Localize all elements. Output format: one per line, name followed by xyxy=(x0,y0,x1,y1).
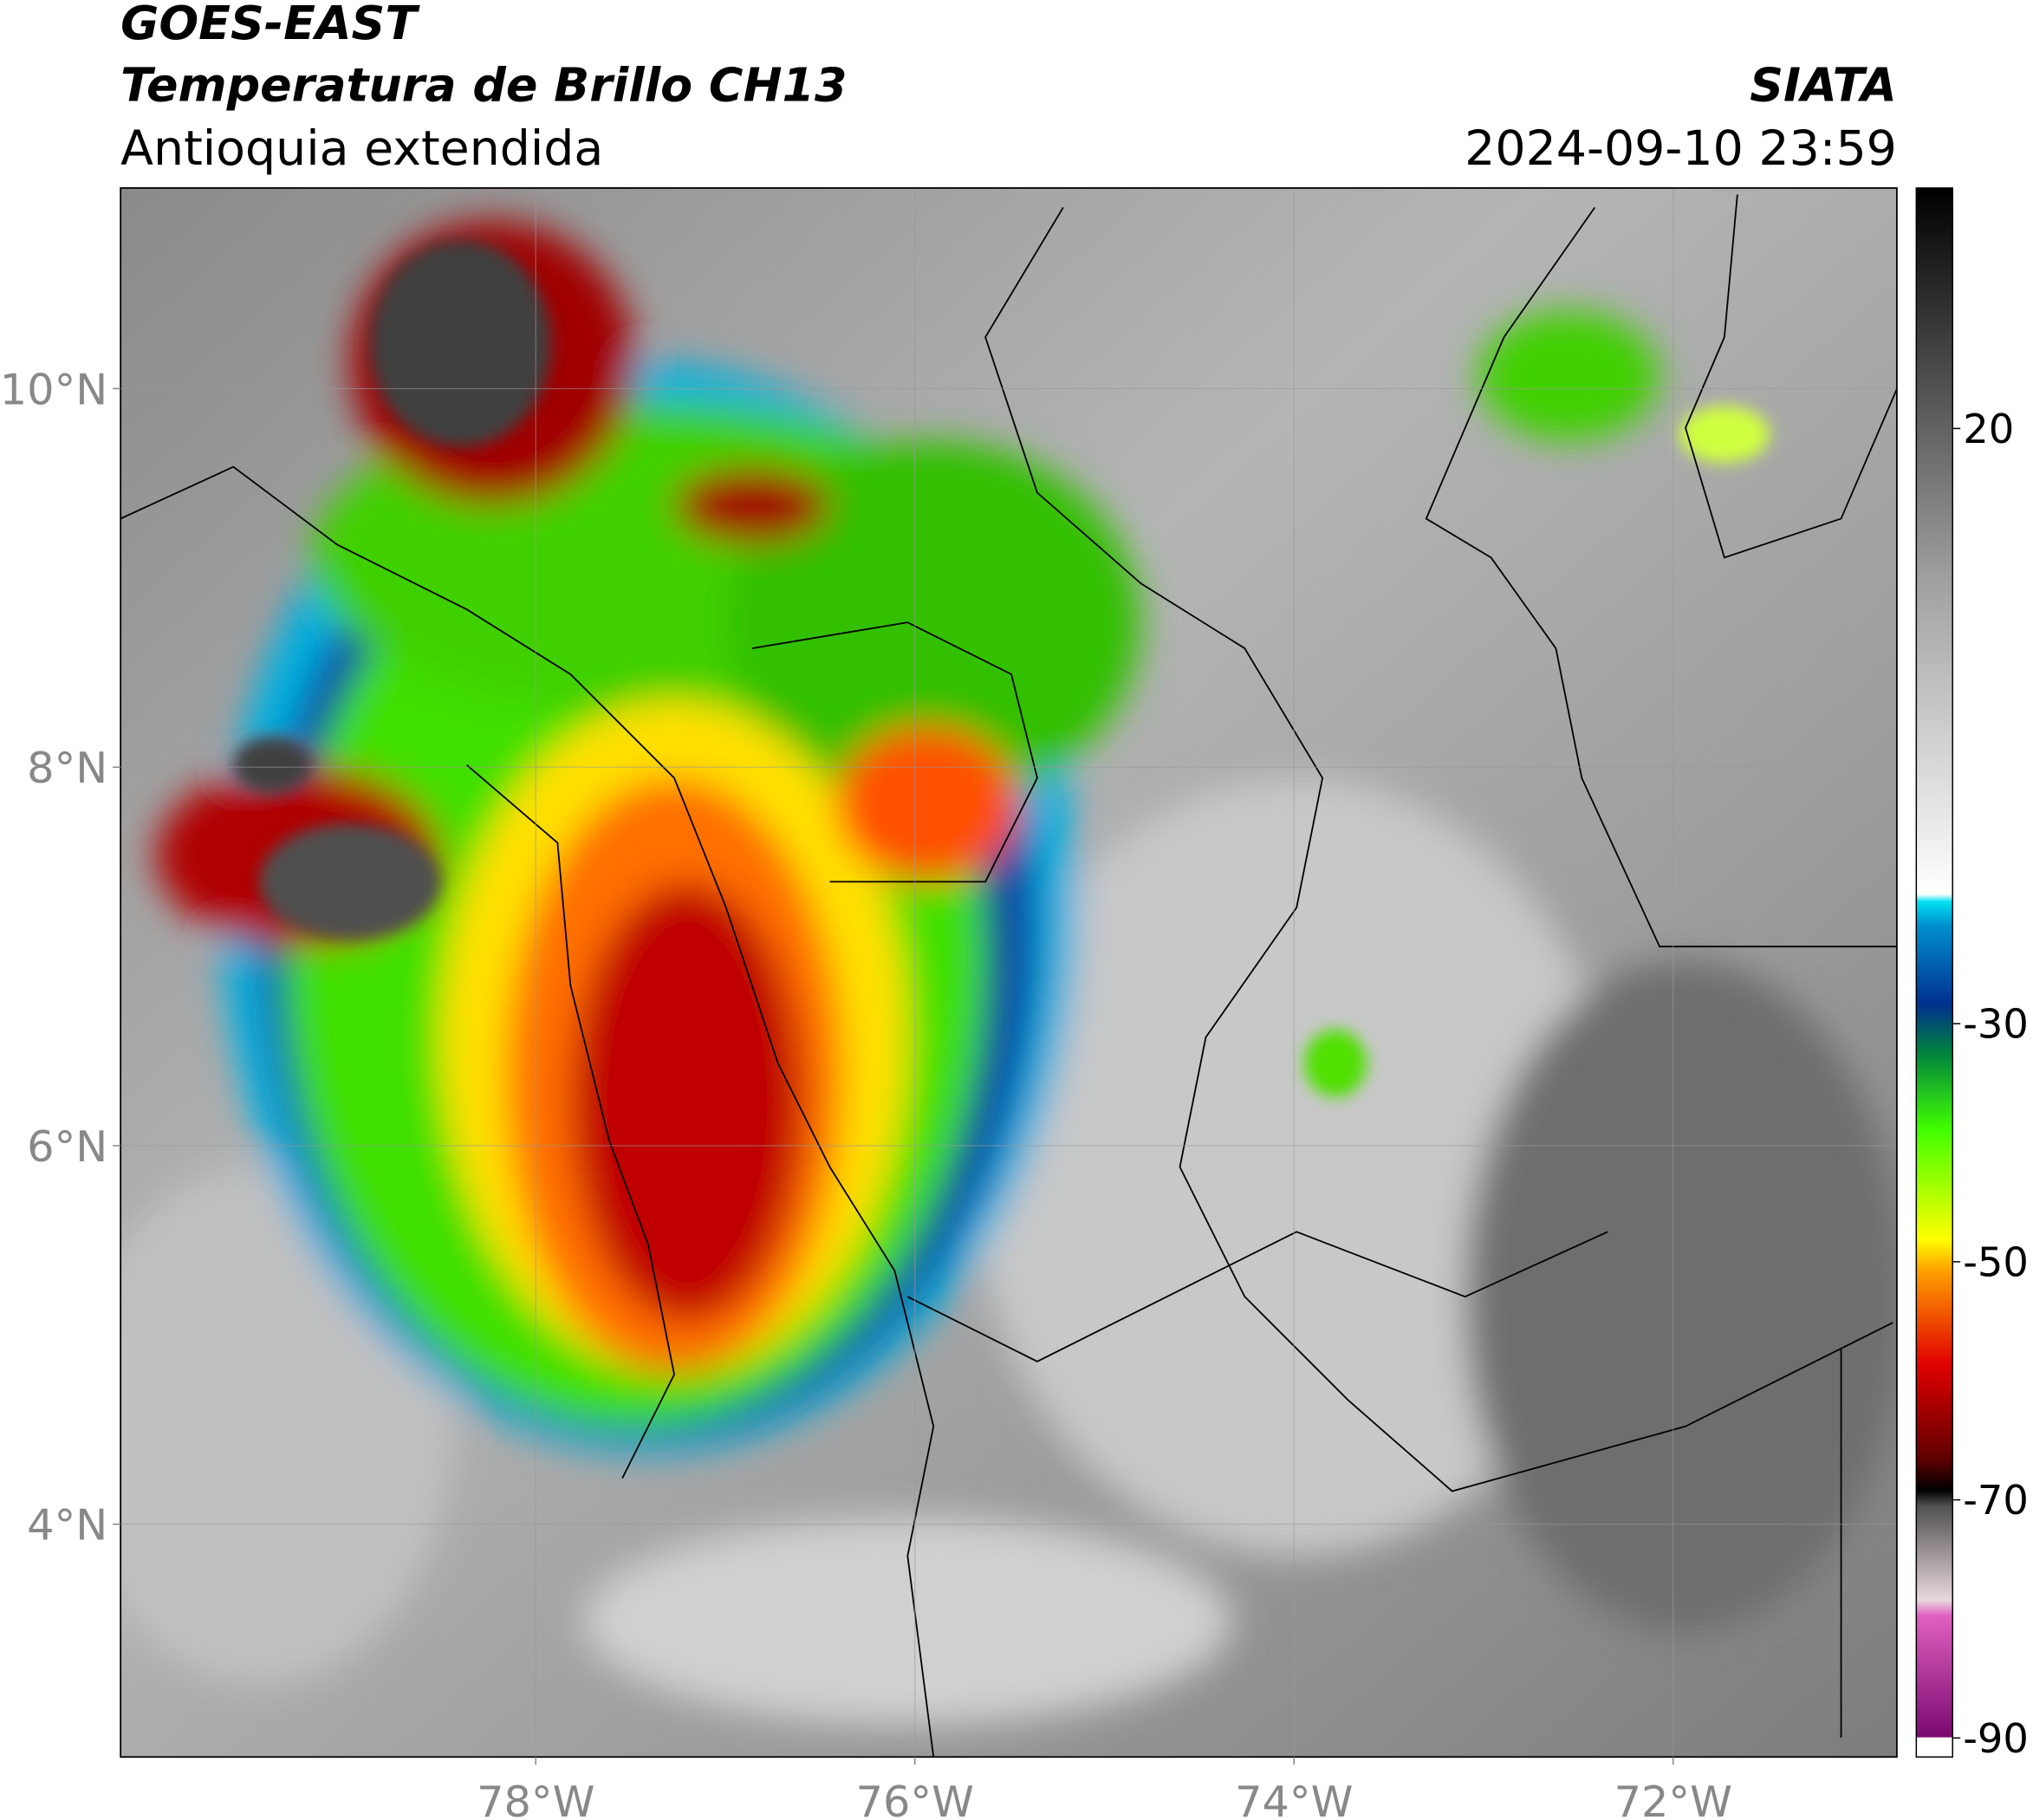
lat-tick-label: 6°N xyxy=(27,1121,107,1172)
region: Antioquia extendida xyxy=(120,121,603,177)
borders xyxy=(120,194,1897,1758)
lon-tick-label: 78°W xyxy=(477,1777,594,1820)
lat-tick-label: 4°N xyxy=(27,1500,107,1550)
colorbar-tick-label: -70 xyxy=(1963,1477,2029,1524)
map-frame xyxy=(120,187,1898,1758)
colorbar xyxy=(1915,187,1953,1758)
colorbar-tick-label: 20 xyxy=(1963,406,2014,452)
colorbar-tick-label: -30 xyxy=(1963,1001,2029,1048)
lon-tick-label: 76°W xyxy=(856,1777,974,1820)
colorbar-tick-label: -50 xyxy=(1963,1238,2029,1285)
satellite-image xyxy=(120,187,1897,1758)
lat-tick-label: 10°N xyxy=(0,364,107,414)
lon-tick-label: 74°W xyxy=(1235,1777,1353,1820)
product: Temperatura de Brillo CH13 xyxy=(120,58,847,113)
lat-tick-label: 8°N xyxy=(27,743,107,793)
colorbar-tick-label: -90 xyxy=(1963,1715,2029,1762)
source: SIATA xyxy=(1750,58,1897,113)
satellite: GOES-EAST xyxy=(120,0,420,50)
lon-tick-label: 72°W xyxy=(1614,1777,1732,1820)
datetime: 2024-09-10 23:59 xyxy=(1465,121,1897,177)
